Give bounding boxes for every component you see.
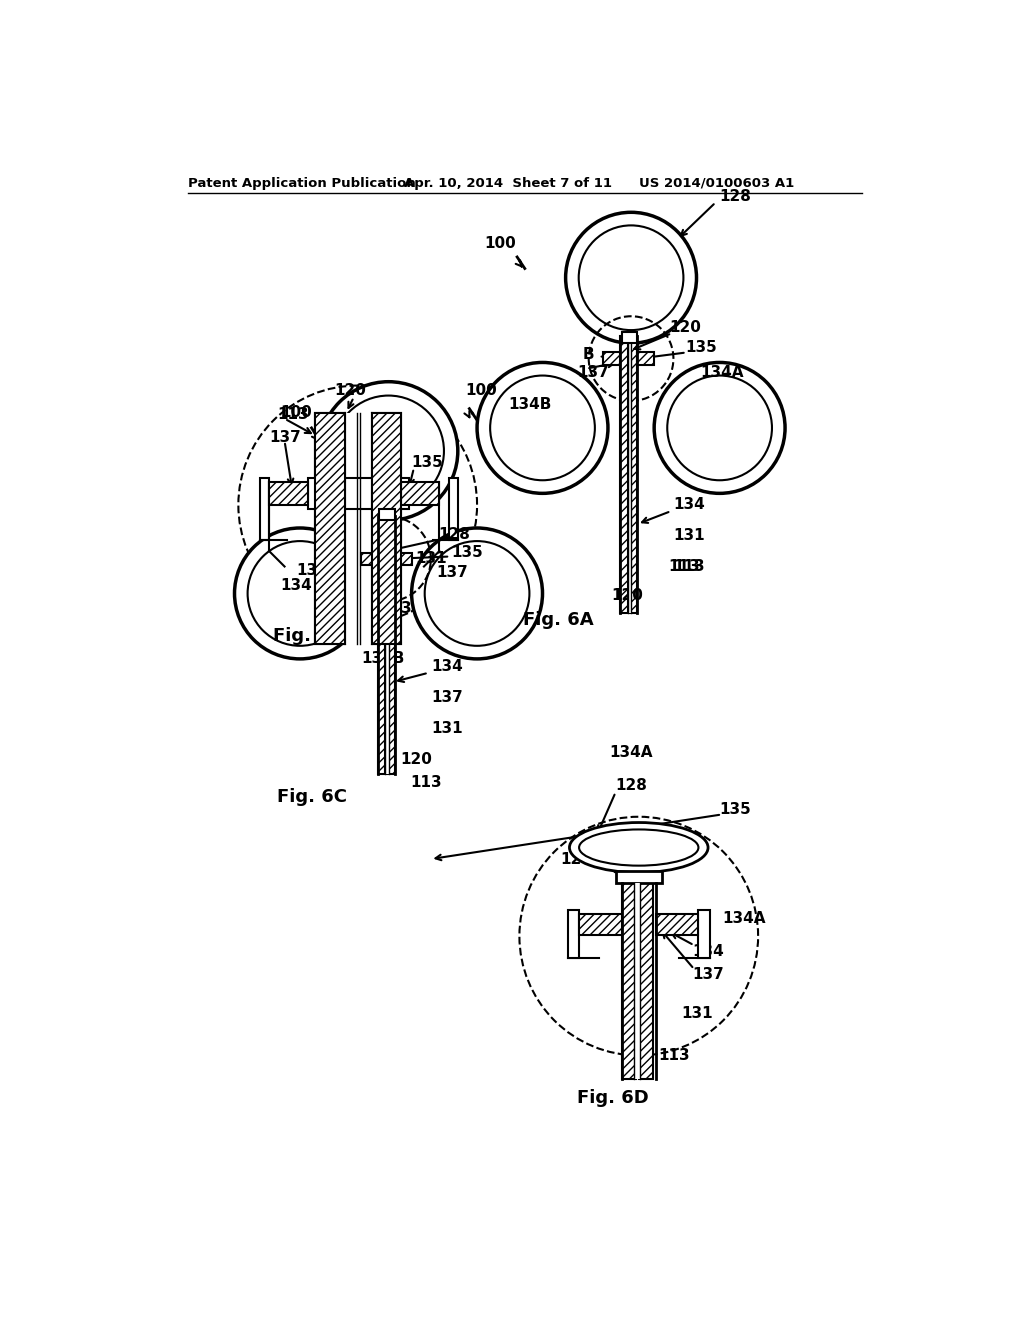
Text: 135: 135 — [452, 545, 483, 560]
Bar — [394, 553, 412, 565]
Bar — [622, 883, 636, 1078]
Circle shape — [477, 363, 608, 494]
Text: 128: 128 — [720, 189, 752, 205]
Text: 135: 135 — [412, 455, 443, 470]
Bar — [387, 516, 394, 775]
Bar — [345, 412, 372, 644]
Bar — [615, 871, 662, 883]
Bar — [621, 335, 628, 612]
Text: D: D — [336, 548, 348, 562]
Bar — [378, 516, 385, 775]
Text: 134: 134 — [674, 498, 706, 512]
Text: 131: 131 — [431, 721, 463, 735]
Text: B: B — [583, 347, 594, 362]
Text: 134: 134 — [281, 578, 312, 593]
Text: Fig. 6A: Fig. 6A — [523, 611, 594, 630]
Text: 113: 113 — [668, 558, 699, 574]
Text: 131: 131 — [416, 552, 447, 566]
Text: 137: 137 — [269, 429, 301, 445]
Text: Fig. 6D: Fig. 6D — [578, 1089, 649, 1106]
Text: 134: 134 — [692, 944, 724, 960]
Circle shape — [425, 541, 529, 645]
Text: 134B: 134B — [361, 651, 404, 667]
Bar — [637, 352, 654, 364]
Text: Patent Application Publication: Patent Application Publication — [188, 177, 416, 190]
Bar — [372, 412, 400, 644]
Text: 134B: 134B — [296, 562, 340, 578]
Text: 100: 100 — [466, 383, 498, 399]
Bar — [655, 913, 698, 936]
Circle shape — [565, 213, 696, 343]
Text: 137: 137 — [692, 968, 724, 982]
Circle shape — [333, 396, 444, 507]
Text: 120: 120 — [334, 383, 366, 399]
Bar — [634, 883, 640, 1078]
Text: Fig. 6B: Fig. 6B — [273, 627, 343, 644]
Bar — [628, 335, 631, 612]
Text: 131: 131 — [674, 528, 706, 544]
Text: 120: 120 — [561, 851, 593, 867]
Bar — [603, 352, 621, 364]
Bar — [315, 412, 345, 644]
Bar — [568, 909, 580, 958]
Bar — [400, 482, 439, 506]
Circle shape — [248, 541, 352, 645]
Text: 120: 120 — [366, 620, 397, 636]
Bar — [260, 478, 269, 540]
Text: 135: 135 — [720, 801, 752, 817]
Text: Apr. 10, 2014  Sheet 7 of 11: Apr. 10, 2014 Sheet 7 of 11 — [403, 177, 612, 190]
Text: 131: 131 — [681, 1006, 713, 1020]
Bar — [449, 478, 458, 540]
Text: 100: 100 — [484, 235, 516, 251]
Circle shape — [490, 376, 595, 480]
Bar — [622, 331, 637, 343]
Text: 113: 113 — [276, 407, 308, 421]
Bar — [379, 508, 394, 520]
Ellipse shape — [569, 822, 708, 873]
Bar — [639, 883, 652, 1078]
Text: 134: 134 — [431, 659, 463, 675]
Text: 128: 128 — [438, 527, 470, 541]
Bar — [360, 553, 378, 565]
Text: Fig. 6C: Fig. 6C — [276, 788, 347, 807]
Text: 137: 137 — [578, 364, 609, 380]
Bar — [372, 412, 400, 644]
Text: 134B: 134B — [508, 397, 551, 412]
Circle shape — [234, 528, 366, 659]
Text: 134A: 134A — [700, 364, 743, 380]
Circle shape — [412, 528, 543, 659]
Text: 113: 113 — [381, 602, 413, 616]
Text: 128: 128 — [615, 779, 647, 793]
Bar — [315, 412, 345, 644]
Text: 134A: 134A — [722, 911, 765, 925]
Text: 137: 137 — [436, 565, 468, 581]
Text: 100: 100 — [281, 405, 312, 420]
Text: 120: 120 — [611, 589, 644, 603]
Bar — [269, 482, 307, 506]
Text: 120: 120 — [670, 321, 701, 335]
Text: 134A: 134A — [609, 746, 653, 760]
Circle shape — [654, 363, 785, 494]
Text: 113: 113 — [410, 775, 441, 789]
Text: US 2014/0100603 A1: US 2014/0100603 A1 — [639, 177, 794, 190]
Bar — [698, 909, 710, 958]
Text: 135: 135 — [685, 339, 717, 355]
Text: 113: 113 — [674, 558, 706, 574]
Bar — [307, 478, 409, 508]
Bar — [385, 516, 388, 775]
Text: 137: 137 — [431, 690, 463, 705]
Circle shape — [668, 376, 772, 480]
Circle shape — [579, 226, 683, 330]
Bar — [580, 913, 622, 936]
Bar — [630, 335, 637, 612]
Circle shape — [319, 381, 458, 520]
Text: 120: 120 — [400, 751, 432, 767]
Text: 113: 113 — [658, 1048, 689, 1063]
